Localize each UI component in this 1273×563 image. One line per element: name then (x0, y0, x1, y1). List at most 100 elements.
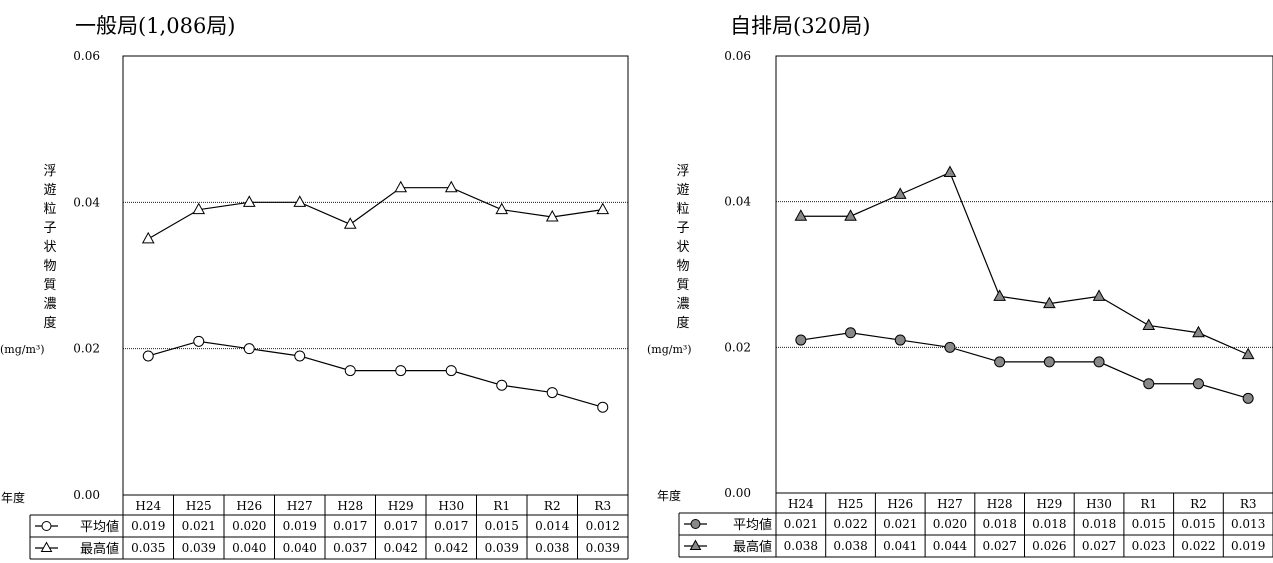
plot-area (122, 55, 629, 496)
data-label: 0.022 (833, 517, 867, 531)
data-label: 0.038 (833, 539, 867, 553)
y-tick-label: 0.02 (724, 340, 751, 354)
data-label: 0.042 (434, 541, 468, 555)
series-line (800, 171, 1249, 356)
data-label: 0.044 (933, 539, 968, 553)
y-tick-label: 0.06 (73, 49, 100, 63)
chart-panel-roadside: 自排局(320局) 浮遊粒子状物質濃度 (mg/m³) 年度 0.06 0.04 0… (645, 0, 1273, 563)
data-point (845, 327, 857, 339)
y-tick-label: 0.04 (73, 195, 100, 209)
data-point (894, 334, 906, 346)
legend-marker (690, 519, 701, 529)
data-label: 0.018 (982, 517, 1016, 531)
data-point (795, 334, 807, 346)
data-point (394, 180, 408, 193)
data-label: 0.042 (384, 541, 418, 555)
legend-label: 最高値 (80, 541, 119, 557)
x-tick-label: H30 (438, 499, 464, 513)
data-label: 0.017 (333, 519, 367, 533)
data-label: 0.019 (283, 519, 317, 533)
data-point (1192, 325, 1205, 338)
x-tick-label: R2 (1190, 497, 1207, 511)
data-label: 0.014 (535, 519, 570, 533)
data-point (944, 341, 956, 353)
y-tick-label: 0.00 (73, 488, 100, 502)
x-tick-label: H28 (337, 499, 363, 513)
data-point (294, 350, 306, 362)
data-point (343, 217, 357, 229)
y-tick-label: 0.04 (724, 195, 751, 209)
data-label: 0.039 (182, 541, 216, 555)
legend-marker (41, 521, 52, 531)
data-point (242, 195, 256, 207)
data-point (1092, 289, 1106, 301)
y-axis-unit: (mg/m³) (647, 343, 692, 356)
data-point (1093, 356, 1105, 368)
data-label: 0.013 (1231, 517, 1265, 531)
data-label: 0.015 (1181, 517, 1215, 531)
data-label: 0.037 (333, 541, 367, 555)
data-point (893, 187, 907, 199)
legend-marker (689, 539, 702, 550)
data-label: 0.035 (131, 541, 165, 555)
data-label: 0.027 (1082, 539, 1116, 553)
data-point (193, 335, 205, 347)
data-label: 0.021 (784, 517, 818, 531)
x-tick-label: H26 (887, 497, 913, 511)
data-point (596, 202, 610, 215)
plot-area (775, 55, 1273, 494)
y-tick-label: 0.02 (73, 342, 100, 356)
x-tick-label: R2 (544, 499, 561, 513)
x-axis-label: 年度 (657, 489, 682, 503)
series-maximum (794, 165, 1255, 360)
x-axis-label: 年度 (1, 491, 26, 505)
data-point (495, 202, 509, 215)
data-point (546, 387, 558, 399)
data-point (1242, 392, 1254, 404)
y-tick-label: 0.00 (724, 486, 751, 500)
x-tick-label: H29 (1036, 497, 1062, 511)
x-tick-label: H29 (388, 499, 414, 513)
data-point (1143, 378, 1155, 390)
data-label: 0.026 (1032, 539, 1066, 553)
data-label: 0.015 (485, 519, 519, 533)
data-point (496, 379, 508, 391)
data-point (344, 365, 356, 377)
y-axis-unit: (mg/m³) (0, 343, 45, 356)
data-label: 0.040 (232, 541, 266, 555)
data-label: 0.019 (131, 519, 165, 533)
data-point (142, 350, 154, 362)
x-tick-label: R1 (1140, 497, 1157, 511)
data-label: 0.027 (982, 539, 1016, 553)
x-tick-label: H27 (937, 497, 963, 511)
data-label: 0.023 (1132, 539, 1166, 553)
x-tick-label: R3 (1240, 497, 1257, 511)
series-average (142, 335, 609, 413)
x-tick-label: H27 (287, 499, 313, 513)
data-label: 0.018 (1032, 517, 1066, 531)
x-tick-label: H25 (186, 499, 212, 513)
data-label: 0.017 (434, 519, 468, 533)
legend-label: 最高値 (733, 539, 772, 555)
data-label: 0.020 (232, 519, 266, 533)
series-line (147, 187, 603, 240)
chart-panel-general: 一般局(1,086局) 浮遊粒子状物質濃度 (mg/m³) 年度 0.06 0.0… (0, 14, 629, 560)
series-average (795, 327, 1254, 404)
legend-label: 平均値 (80, 519, 119, 535)
x-tick-label: H26 (236, 499, 262, 513)
data-label: 0.041 (883, 539, 917, 553)
data-label: 0.021 (182, 519, 216, 533)
y-axis-label: 浮遊粒子状物質濃度 (43, 164, 57, 331)
data-label: 0.038 (784, 539, 818, 553)
data-point (444, 180, 458, 193)
data-label: 0.040 (283, 541, 317, 555)
chart-title: 自排局(320局) (730, 14, 871, 38)
data-point (293, 195, 307, 207)
line-chart-general: 0.06 0.04 0.02 0.00 H24 H25 H26 H27 H28 H29 H30 R1 R… (29, 49, 629, 560)
data-point (943, 165, 957, 178)
data-label: 0.022 (1181, 539, 1215, 553)
data-point (597, 401, 609, 413)
x-tick-label: H28 (987, 497, 1013, 511)
data-label: 0.038 (535, 541, 569, 555)
legend-label: 平均値 (733, 517, 772, 533)
